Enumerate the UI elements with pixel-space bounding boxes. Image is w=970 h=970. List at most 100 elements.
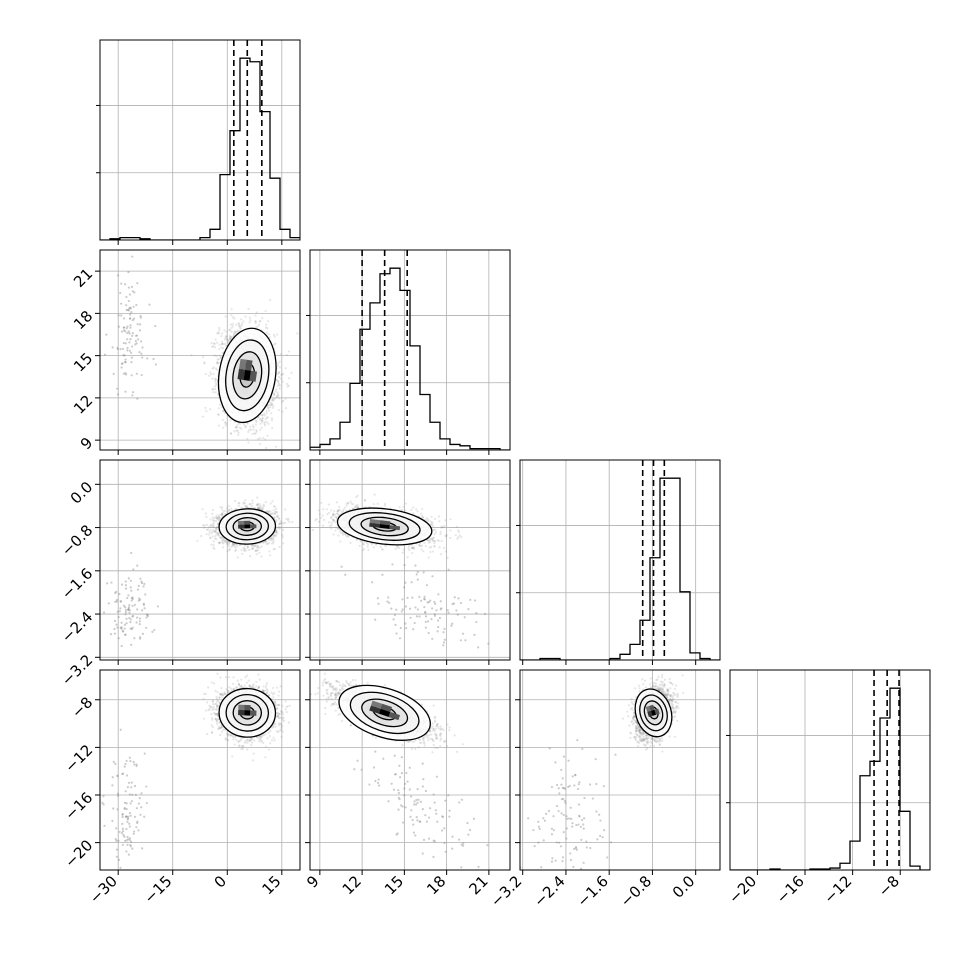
scatter-point (130, 361, 133, 364)
scatter-point (278, 360, 281, 363)
scatter-point (290, 371, 293, 374)
scatter-point (218, 326, 221, 329)
scatter-point (275, 388, 278, 391)
scatter-point (270, 417, 273, 420)
scatter-point (122, 326, 125, 329)
scatter-point (261, 417, 264, 420)
scatter-point (238, 502, 241, 505)
scatter-point (236, 329, 239, 333)
scatter-point (127, 309, 131, 312)
scatter-point (224, 421, 227, 424)
scatter-point (231, 316, 235, 319)
scatter-point (212, 345, 215, 348)
scatter-point (221, 538, 224, 541)
scatter-point (230, 335, 233, 338)
scatter-point (287, 350, 290, 353)
scatter-point (220, 340, 224, 343)
scatter-point (233, 543, 237, 546)
scatter-point (138, 351, 141, 354)
scatter-point (133, 291, 136, 294)
scatter-point (260, 426, 263, 429)
scatter-point (120, 366, 123, 369)
scatter-point (141, 346, 144, 349)
scatter-point (141, 356, 144, 359)
scatter-point (233, 330, 237, 334)
scatter-point (211, 535, 214, 538)
scatter-point (211, 387, 215, 390)
scatter-point (246, 437, 249, 441)
scatter-point (278, 387, 281, 390)
scatter-point (240, 506, 243, 509)
scatter-point (217, 414, 220, 417)
scatter-point (254, 320, 258, 323)
scatter-point (140, 352, 143, 355)
scatter-point (214, 519, 218, 523)
scatter-point (139, 314, 142, 318)
scatter-point (215, 532, 218, 535)
scatter-point (261, 414, 264, 417)
scatter-point (273, 343, 276, 346)
panel-frame (309, 249, 511, 451)
scatter-point (249, 554, 252, 558)
scatter-point (255, 430, 258, 433)
scatter-point (252, 428, 255, 431)
histogram-step (100, 57, 300, 240)
scatter-point (240, 322, 244, 325)
scatter-point (213, 385, 217, 388)
scatter-point (244, 502, 247, 505)
scatter-point (246, 545, 249, 548)
scatter-point (211, 523, 214, 526)
scatter-point (214, 338, 217, 341)
scatter-point (258, 442, 262, 446)
scatter-point (227, 340, 230, 343)
scatter-point (125, 308, 128, 312)
scatter-point (235, 426, 238, 429)
scatter-point (244, 498, 247, 502)
scatter-point (129, 326, 132, 329)
scatter-point (230, 545, 233, 548)
scatter-point (255, 311, 258, 314)
scatter-point (278, 527, 281, 530)
scatter-point (221, 343, 224, 346)
scatter-point (223, 539, 226, 542)
scatter-point (244, 425, 247, 428)
scatter-point (271, 406, 274, 409)
scatter-point (219, 506, 222, 509)
scatter-point (136, 334, 139, 337)
scatter-point (248, 428, 251, 431)
scatter-point (273, 393, 276, 397)
scatter-point (256, 549, 260, 552)
scatter-point (248, 321, 251, 324)
scatter-point (255, 553, 258, 556)
scatter-point (218, 328, 221, 331)
scatter-point (227, 510, 230, 513)
scatter-point (124, 361, 127, 364)
scatter-point (256, 546, 259, 549)
panel-frame (99, 249, 301, 451)
scatter-point (230, 314, 233, 317)
scatter-point (268, 406, 272, 409)
panel-0-0 (96, 39, 301, 245)
scatter-point (272, 534, 276, 537)
scatter-point (265, 510, 268, 513)
scatter-point (264, 438, 267, 441)
y-tick-label: 12 (70, 392, 96, 418)
scatter-point (272, 541, 275, 544)
scatter-point (244, 549, 248, 552)
y-tick-label: 15 (70, 349, 96, 375)
scatter-point (274, 510, 277, 513)
scatter-point (266, 434, 269, 437)
scatter-point (237, 322, 240, 325)
scatter-point (263, 412, 266, 415)
scatter-point (234, 330, 237, 333)
scatter-point (131, 391, 135, 394)
scatter-point (229, 432, 232, 435)
scatter-point (229, 323, 233, 326)
scatter-point (258, 546, 261, 549)
scatter-point (276, 364, 279, 367)
scatter-point (249, 319, 252, 322)
panel-1-1 (306, 249, 511, 455)
scatter-point (269, 512, 273, 516)
scatter-point (248, 316, 252, 319)
scatter-point (274, 534, 277, 537)
